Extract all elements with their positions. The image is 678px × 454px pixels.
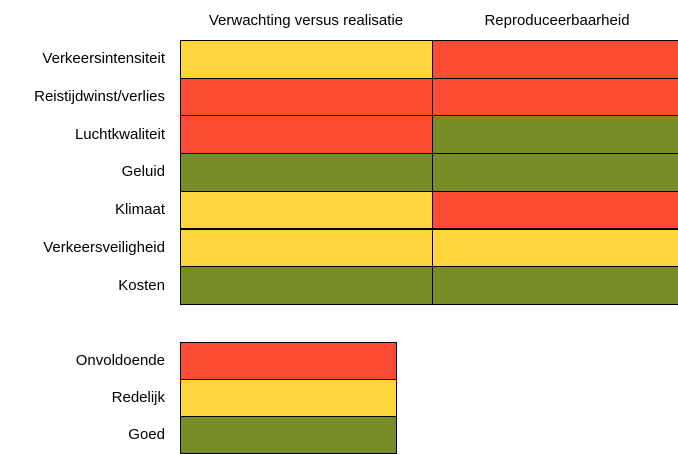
rating-cell [432, 266, 678, 305]
rating-cell [432, 40, 678, 79]
row-label: Geluid [121, 163, 165, 181]
row-label: Luchtkwaliteit [74, 125, 165, 143]
rating-cell [180, 266, 433, 305]
legend-label: Goed [128, 426, 165, 443]
rating-cell [180, 40, 433, 79]
rating-cell [432, 77, 678, 117]
legend-swatch [180, 379, 397, 417]
row-label: Verkeersveiligheid [43, 238, 165, 256]
legend-swatch [180, 342, 397, 380]
row-label: Klimaat [114, 201, 165, 219]
column-header: Reproduceerbaarheid [484, 11, 630, 29]
row-label: Verkeersintensiteit [42, 50, 165, 68]
rating-cell [180, 115, 433, 155]
legend-swatch [180, 416, 397, 454]
legend-label: Onvoldoende [75, 352, 165, 369]
rating-cell [432, 228, 678, 268]
column-header: Verwachting versus realisatie [208, 11, 404, 29]
row-label: Reistijdwinst/verlies [34, 88, 165, 106]
rating-cell [180, 228, 433, 268]
rating-cell [432, 153, 678, 192]
rating-cell [180, 77, 433, 117]
rating-cell [180, 153, 433, 192]
rating-cell [432, 115, 678, 155]
row-label: Kosten [118, 276, 165, 294]
rating-cell [432, 190, 678, 230]
legend-label: Redelijk [111, 389, 165, 406]
rating-cell [180, 190, 433, 230]
